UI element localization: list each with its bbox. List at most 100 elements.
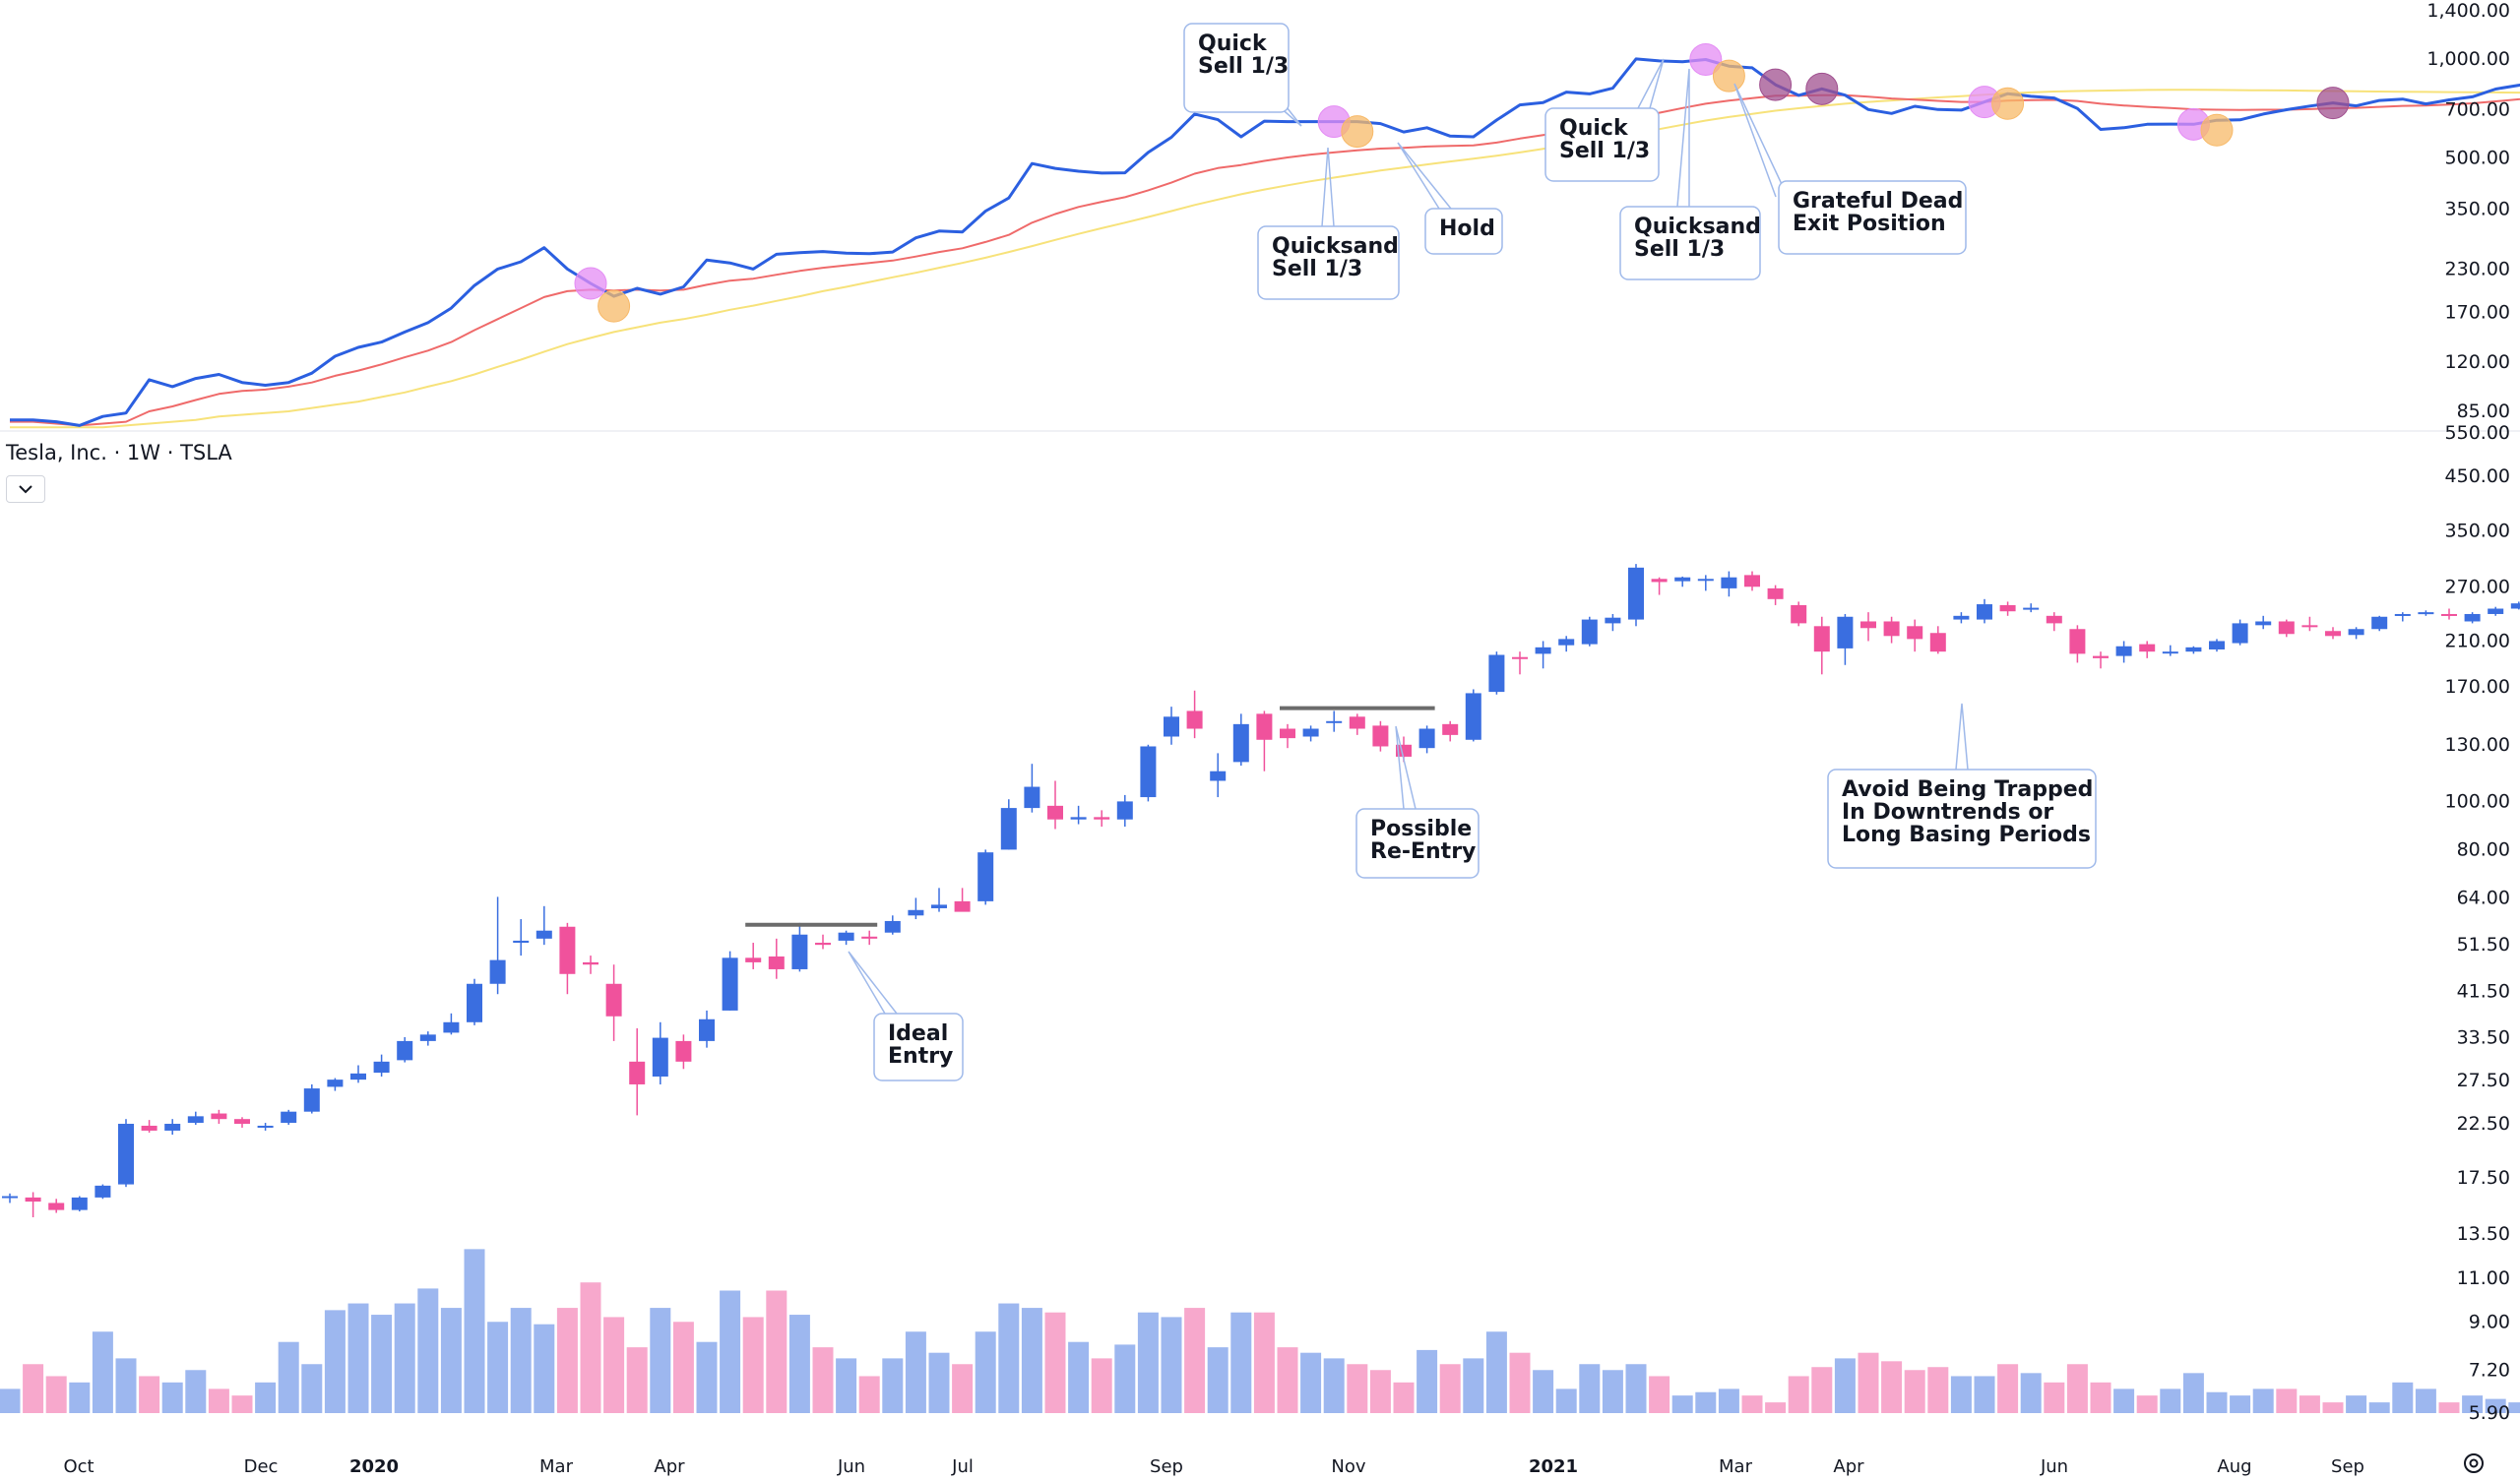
volume-bar [742, 1317, 764, 1413]
settings-button[interactable] [2461, 1450, 2487, 1476]
candle-body [1813, 626, 1830, 652]
annotation-box [1257, 225, 1400, 300]
main-axis-tick-label: 9.00 [2469, 1311, 2510, 1332]
candle-body [675, 1040, 692, 1062]
volume-bar [2368, 1402, 2390, 1413]
top-axis-tick-label: 85.00 [2457, 401, 2510, 422]
volume-bar [1300, 1352, 1322, 1413]
candle-body [1558, 639, 1575, 646]
volume-bar [1417, 1349, 1438, 1413]
candle-body [257, 1125, 274, 1128]
top-ema-red-line [10, 93, 2520, 427]
candle-body [1372, 725, 1389, 747]
x-axis-tick-label: Sep [2331, 1456, 2364, 1477]
x-axis-tick-label: 2020 [349, 1456, 399, 1477]
candle-body [536, 930, 552, 939]
volume-bar [626, 1347, 648, 1413]
candle-body [2093, 655, 2109, 658]
volume-bar [1253, 1312, 1275, 1413]
candle-body [71, 1197, 88, 1210]
volume-bar [1393, 1382, 1415, 1413]
candle-body [722, 957, 738, 1011]
main-axis-tick-label: 5.90 [2469, 1402, 2510, 1424]
volume-bar [1579, 1364, 1601, 1413]
candle-body [1999, 604, 2016, 612]
candle-body [1024, 786, 1040, 809]
volume-bar [1439, 1364, 1461, 1413]
volume-bar [1021, 1308, 1042, 1413]
annotation-text: Sell 1/3 [1559, 139, 1650, 163]
volume-bar [952, 1364, 974, 1413]
candle-body [373, 1061, 390, 1074]
volume-bar [1904, 1370, 1925, 1413]
x-axis-tick-label: Nov [1331, 1456, 1365, 1477]
candle-body [2162, 651, 2178, 654]
candle-body [1326, 720, 1343, 723]
candle-body [281, 1111, 297, 1124]
candle-body [2441, 613, 2457, 616]
annotation-text: Exit Position [1793, 212, 1946, 236]
volume-bar [301, 1364, 323, 1413]
x-axis-tick-label: Sep [1150, 1456, 1183, 1477]
annotation-pointer [1397, 142, 1452, 210]
volume-bar [534, 1324, 555, 1413]
annotation-pointer [1733, 83, 1789, 198]
candle-body [234, 1119, 250, 1125]
candle-body [838, 932, 854, 941]
volume-bar [1950, 1376, 1972, 1413]
volume-bar [975, 1331, 996, 1413]
annotation-box [1778, 180, 1967, 255]
annotation-text: Quicksand [1272, 234, 1399, 259]
collapse-legend-button[interactable] [6, 475, 45, 503]
candle-body [2, 1196, 18, 1199]
volume-bar [92, 1331, 113, 1413]
top-sma-yellow-line [10, 89, 2520, 429]
volume-bar [2160, 1388, 2181, 1413]
volume-bar [2392, 1382, 2414, 1413]
annotation-pointer [1955, 703, 1969, 771]
candle-body [141, 1125, 158, 1131]
volume-bar [464, 1249, 485, 1413]
main-axis-tick-label: 100.00 [2445, 790, 2510, 812]
candle-body [350, 1073, 366, 1080]
top-axis-tick-label: 120.00 [2445, 351, 2510, 373]
candle-body [605, 983, 622, 1017]
volume-bar [1347, 1364, 1368, 1413]
candle-body [1697, 579, 1714, 582]
volume-bar [231, 1395, 253, 1413]
candle-body [1651, 579, 1668, 583]
annotation-box [1183, 23, 1290, 113]
volume-bar [1230, 1312, 1252, 1413]
candle-body [2394, 613, 2411, 616]
volume-bar [2020, 1373, 2042, 1413]
candle-body [1094, 817, 1110, 820]
candle-body [884, 920, 901, 933]
annotation-box [1544, 107, 1660, 182]
volume-bar [836, 1358, 857, 1413]
volume-bar [1485, 1331, 1507, 1413]
candle-body [1837, 616, 1854, 648]
volume-bar [1068, 1341, 1090, 1413]
volume-bar [69, 1382, 91, 1413]
top-axis-tick-label: 1,400.00 [2426, 0, 2510, 22]
marker-violet [574, 267, 607, 300]
candle-body [1465, 693, 1481, 740]
annotation-text: Quick [1559, 116, 1629, 141]
volume-bar [858, 1376, 880, 1413]
candle-body [1977, 604, 1992, 620]
annotation-text: Sell 1/3 [1634, 237, 1725, 262]
main-axis-tick-label: 22.50 [2457, 1113, 2510, 1135]
candle-body [419, 1034, 436, 1041]
candle-body [94, 1185, 111, 1198]
candle-body [861, 936, 878, 939]
volume-bar [1137, 1312, 1159, 1413]
volume-bar [139, 1376, 160, 1413]
x-axis-tick-label: Mar [539, 1456, 574, 1477]
candle-body [118, 1124, 134, 1185]
top-axis-tick-label: 170.00 [2445, 301, 2510, 323]
candle-body [467, 983, 482, 1022]
volume-bar [1323, 1358, 1345, 1413]
volume-bar [2438, 1402, 2460, 1413]
